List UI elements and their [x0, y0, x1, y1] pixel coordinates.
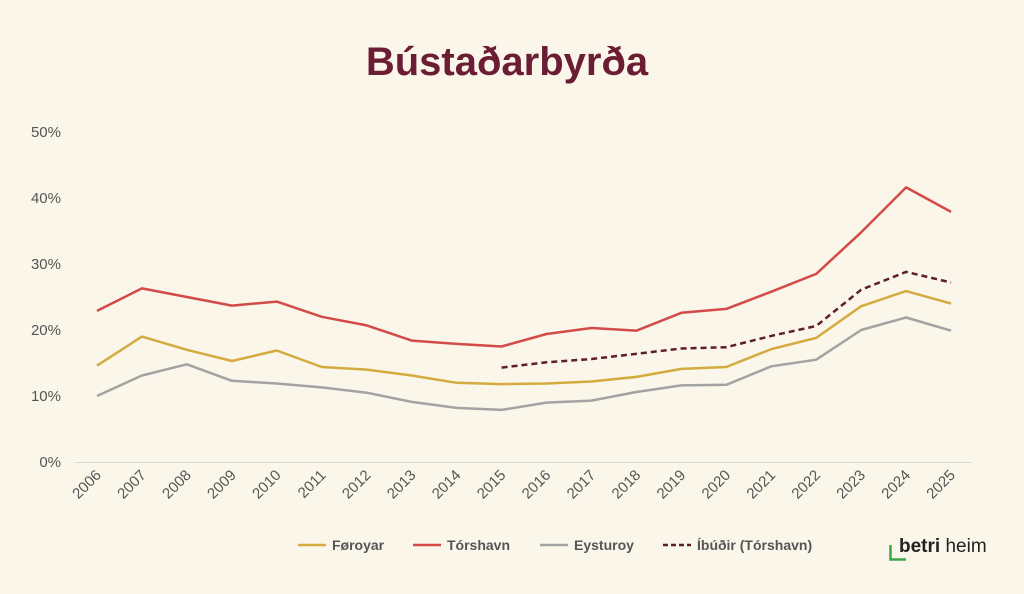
- x-tick-label: 2014: [429, 467, 465, 503]
- x-axis: 2006 2007 2008 2009 2010 2011 2012 2013 2014 2015…: [69, 467, 959, 503]
- x-tick-label: 2018: [609, 467, 645, 503]
- x-tick-label: 2019: [654, 467, 690, 503]
- brand-name: betri heim: [899, 536, 987, 557]
- brand-logo: betri heim: [889, 536, 987, 561]
- logo-corner-icon: [889, 545, 906, 561]
- x-tick-label: 2023: [833, 467, 869, 503]
- brand-name-bold: betri: [899, 536, 940, 557]
- x-tick-label: 2007: [114, 467, 150, 503]
- x-tick-label: 2008: [159, 467, 195, 503]
- legend-label: Íbúðir (Tórshavn): [697, 537, 812, 553]
- series-line-3: [501, 270, 952, 369]
- brand-name-rest: heim: [940, 536, 986, 557]
- x-tick-label: 2012: [339, 467, 375, 503]
- series-lines: [96, 186, 952, 412]
- y-tick-label: 0%: [39, 454, 61, 471]
- series-line-1: [96, 186, 952, 348]
- x-tick-label: 2022: [788, 467, 824, 503]
- chart-title: Bústaðarbyrða: [366, 40, 649, 84]
- x-tick-label: 2010: [249, 467, 285, 503]
- legend-label: Føroyar: [332, 537, 385, 553]
- legend-label: Eysturoy: [574, 537, 634, 553]
- x-tick-label: 2015: [474, 467, 510, 503]
- y-tick-label: 50%: [31, 124, 61, 141]
- y-tick-label: 20%: [31, 322, 61, 339]
- series-line-0: [96, 289, 952, 386]
- x-tick-label: 2009: [204, 467, 240, 503]
- y-tick-label: 40%: [31, 190, 61, 207]
- x-tick-label: 2016: [519, 467, 555, 503]
- x-tick-label: 2006: [69, 467, 105, 503]
- y-axis: 0% 10% 20% 30% 40% 50%: [31, 124, 61, 471]
- x-tick-label: 2024: [878, 467, 914, 503]
- x-tick-label: 2020: [699, 467, 735, 503]
- x-tick-label: 2025: [923, 467, 959, 503]
- x-tick-label: 2021: [743, 467, 779, 503]
- series-line-2: [96, 316, 952, 412]
- legend-label: Tórshavn: [447, 537, 510, 553]
- x-tick-label: 2011: [295, 467, 330, 502]
- legend: Føroyar Tórshavn Eysturoy Íbúðir (Tórshavn): [298, 537, 812, 553]
- y-tick-label: 10%: [31, 388, 61, 405]
- x-tick-label: 2017: [564, 467, 600, 503]
- x-tick-label: 2013: [384, 467, 420, 503]
- y-tick-label: 30%: [31, 256, 61, 273]
